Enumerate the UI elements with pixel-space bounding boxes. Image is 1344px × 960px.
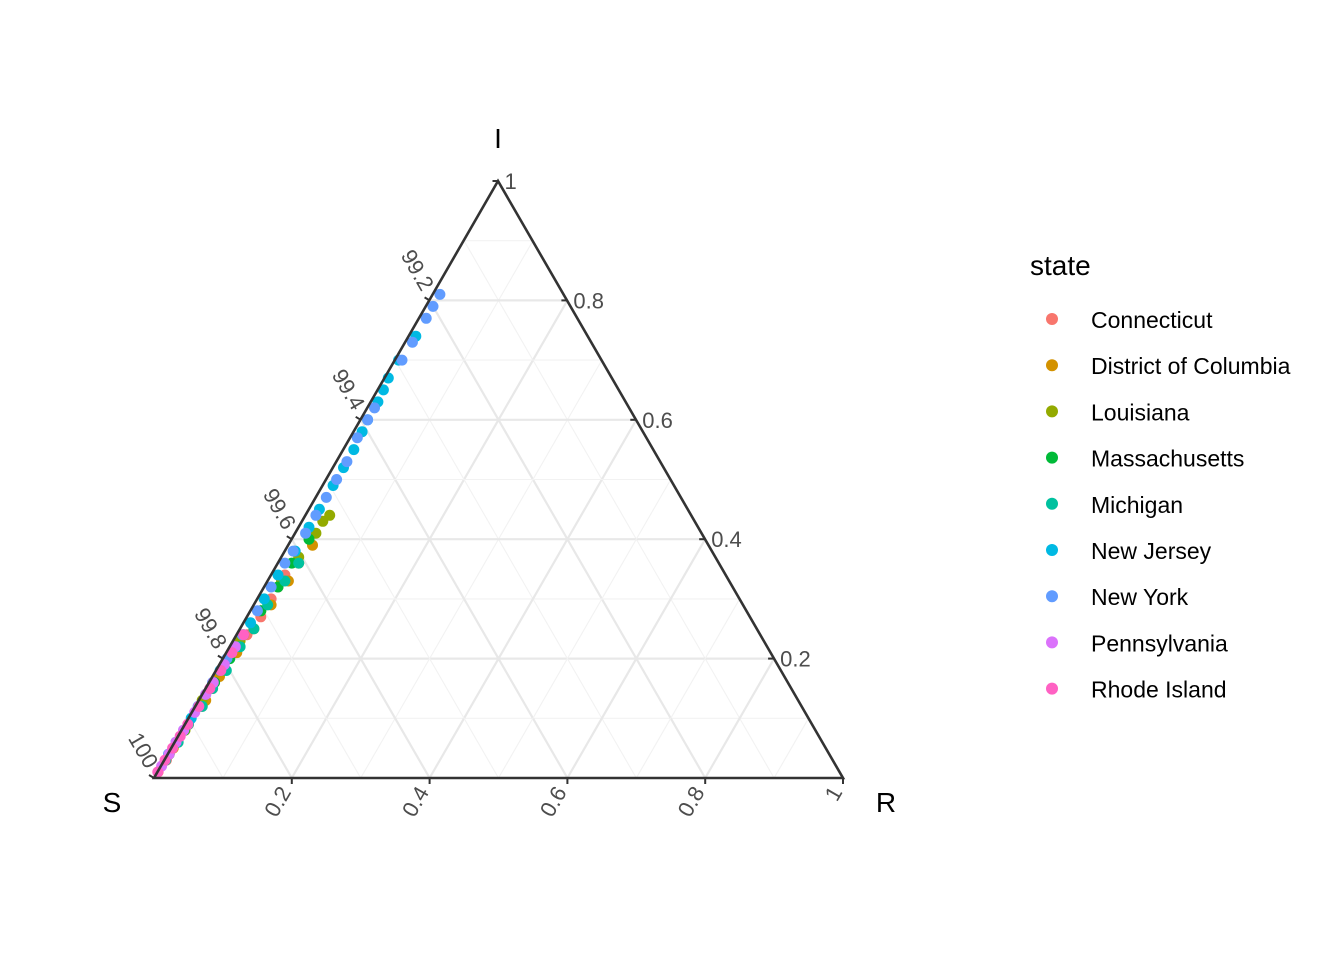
data-point xyxy=(341,456,353,468)
vertex-label-right: R xyxy=(876,787,896,818)
legend-label: Connecticut xyxy=(1091,307,1213,333)
data-point xyxy=(265,581,277,593)
tick-label-i: 0.4 xyxy=(711,527,742,552)
data-point xyxy=(279,557,291,569)
legend-key xyxy=(1046,313,1058,325)
legend-key xyxy=(1046,544,1058,556)
legend-label: New Jersey xyxy=(1091,538,1212,564)
tick-label-i: 0.2 xyxy=(780,647,811,672)
grid-line xyxy=(325,479,499,779)
grid-line xyxy=(704,658,776,779)
data-point xyxy=(420,312,432,324)
grid-line xyxy=(221,658,293,779)
tick-label-i: 0.8 xyxy=(573,288,604,313)
grid-line xyxy=(635,598,741,779)
legend-label: Massachusetts xyxy=(1091,446,1244,472)
data-point xyxy=(310,509,322,521)
tick-label-r: 1 xyxy=(820,782,848,805)
legend-label: Rhode Island xyxy=(1091,677,1227,703)
data-point xyxy=(272,569,284,581)
data-point xyxy=(396,354,408,366)
vertex-label-top: I xyxy=(494,123,502,154)
legend-key xyxy=(1046,590,1058,603)
data-point xyxy=(434,288,446,300)
legend-label: Louisiana xyxy=(1091,399,1190,425)
tick-mark xyxy=(148,774,155,779)
legend-key xyxy=(1046,682,1058,695)
legend-label: District of Columbia xyxy=(1091,353,1291,379)
tick-label-s: 99.6 xyxy=(258,484,301,534)
grid-line xyxy=(394,359,637,779)
legend-label: New York xyxy=(1091,584,1189,610)
legend: state Connecticut District of Columbia Lou… xyxy=(1030,250,1291,703)
legend-key xyxy=(1046,405,1058,418)
grid-line xyxy=(187,718,224,779)
data-point xyxy=(251,605,263,617)
data-point xyxy=(287,545,299,557)
data-point xyxy=(348,444,360,456)
legend-label: Pennsylvania xyxy=(1091,630,1228,656)
legend-key xyxy=(1046,636,1058,649)
data-point xyxy=(331,474,343,485)
data-point xyxy=(258,593,270,605)
tick-mark xyxy=(217,654,224,660)
data-point xyxy=(293,557,305,569)
tick-label-s: 99.4 xyxy=(327,365,370,415)
tick-label-r: 0.8 xyxy=(673,782,710,821)
axis-ticks: 0.2 0.4 0.6 0.8 1 0.2 0.4 0.6 0.8 1 99.2 99.4 99.6 99… xyxy=(123,169,847,821)
tick-mark xyxy=(424,296,431,302)
tick-label-s: 99.2 xyxy=(396,245,439,295)
data-point xyxy=(351,432,363,444)
data-point xyxy=(369,402,380,414)
tick-label-i: 1 xyxy=(505,169,517,194)
data-point xyxy=(300,527,312,539)
data-point xyxy=(320,491,332,503)
tick-label-r: 0.6 xyxy=(535,782,572,821)
tick-label-i: 0.6 xyxy=(642,408,673,433)
grid-line xyxy=(498,479,672,779)
grid-line xyxy=(222,240,534,779)
data-point xyxy=(238,629,250,641)
legend-key xyxy=(1046,359,1058,372)
triangle-outline xyxy=(151,178,846,780)
legend-label: Michigan xyxy=(1091,492,1183,518)
data-point xyxy=(245,617,256,629)
tick-label-r: 0.4 xyxy=(397,782,434,821)
vertex-label-left: S xyxy=(103,787,122,818)
tick-mark xyxy=(355,415,362,421)
tick-mark xyxy=(286,535,293,541)
data-point xyxy=(362,414,374,426)
grid-line xyxy=(566,538,707,779)
grid-line xyxy=(360,359,603,779)
grid-lines xyxy=(187,240,810,779)
legend-key xyxy=(1046,451,1058,464)
legend-key xyxy=(1046,497,1058,510)
triangle-frame xyxy=(151,178,846,780)
legend-title: state xyxy=(1030,250,1091,281)
tick-label-s: 99.8 xyxy=(189,604,232,654)
grid-line xyxy=(290,538,431,779)
grid-line xyxy=(256,598,362,779)
grid-line xyxy=(773,718,810,779)
grid-line xyxy=(463,240,775,779)
tick-label-r: 0.2 xyxy=(259,782,296,821)
data-point xyxy=(427,300,439,312)
data-point xyxy=(406,336,418,348)
